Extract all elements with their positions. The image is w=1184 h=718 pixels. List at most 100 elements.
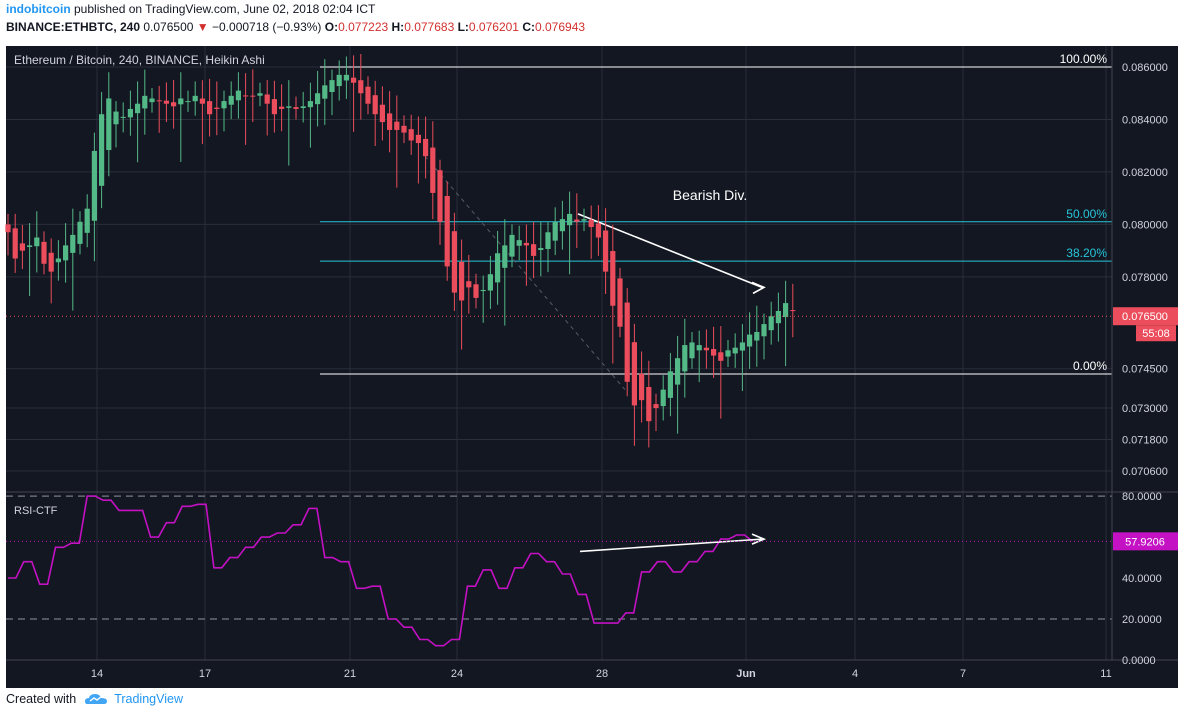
candle-body <box>675 358 681 385</box>
candle-body <box>739 342 745 351</box>
candle-body <box>214 107 220 109</box>
candle-body <box>394 121 400 130</box>
candle-body <box>343 74 349 81</box>
candle-body <box>387 113 393 130</box>
tradingview-link[interactable]: TradingView <box>114 692 183 706</box>
low-label: L: <box>457 20 469 34</box>
candle-body <box>156 100 162 102</box>
time-tick-label: 4 <box>852 668 858 680</box>
candle-body <box>322 85 328 99</box>
candle-body <box>761 324 767 337</box>
candle-body <box>27 245 33 248</box>
high-value: 0.077683 <box>404 20 455 34</box>
time-tick-label: 7 <box>960 668 966 680</box>
candle-body <box>293 107 299 109</box>
candle-body <box>523 242 529 246</box>
countdown-value: 55:08 <box>1142 328 1170 340</box>
candle-body <box>552 221 558 241</box>
candle-body <box>228 95 234 105</box>
candle-body <box>603 230 609 272</box>
high-label: H: <box>391 20 405 34</box>
divergence-arrowhead-price <box>751 281 766 295</box>
current-price-value: 0.076500 <box>1122 311 1168 323</box>
candle-body <box>466 281 472 288</box>
low-value: 0.076201 <box>468 20 519 34</box>
candle-body <box>142 95 148 109</box>
candle-body <box>127 108 133 118</box>
candle-body <box>178 98 184 105</box>
candle-body <box>415 134 421 144</box>
candle-body <box>336 74 342 87</box>
time-tick-label: 14 <box>91 668 103 680</box>
candle-body <box>732 347 738 354</box>
rsi-tick-label: 80.0000 <box>1122 491 1162 503</box>
time-tick-label: 17 <box>199 668 211 680</box>
candle-body <box>365 86 371 104</box>
candle-body <box>567 213 573 226</box>
candle-body <box>192 95 198 102</box>
candle-body <box>437 170 443 222</box>
candle-body <box>185 101 191 103</box>
candle-body <box>358 80 364 94</box>
candle-body <box>639 373 645 401</box>
candle-body <box>430 147 436 193</box>
close-value: 0.076943 <box>535 20 586 34</box>
candle-body <box>747 334 753 347</box>
price-tick-label: 0.071800 <box>1122 435 1168 447</box>
candle-body <box>689 342 695 359</box>
price-tick-label: 0.078000 <box>1122 272 1168 284</box>
time-tick-label: 11 <box>1100 668 1111 680</box>
candle-body <box>286 106 292 108</box>
candle-body <box>610 251 616 306</box>
candle-body <box>41 241 47 264</box>
price-tick-label: 0.082000 <box>1122 167 1168 179</box>
time-tick-label: 21 <box>344 668 356 680</box>
rsi-tick-label: 20.0000 <box>1122 614 1162 626</box>
candle-body <box>91 150 97 221</box>
candle-body <box>531 244 537 256</box>
candle-body <box>120 116 126 118</box>
price-tick-label: 0.074500 <box>1122 364 1168 376</box>
candle-body <box>77 221 83 244</box>
rsi-current-value: 57.9206 <box>1125 536 1165 548</box>
candle-body <box>235 90 241 101</box>
ohlc-line: BINANCE:ETHBTC, 240 0.076500 ▼ −0.000718… <box>6 20 585 34</box>
candle-body <box>408 129 414 141</box>
candle-body <box>271 99 277 115</box>
candle-body <box>646 386 652 422</box>
candle-body <box>149 98 155 103</box>
candle-body <box>207 101 213 115</box>
rsi-panel <box>6 495 1112 647</box>
candle-body <box>459 261 465 301</box>
candle-body <box>617 278 623 327</box>
candle-body <box>70 234 76 253</box>
candle-body <box>631 342 637 406</box>
change-value: −0.000718 (−0.93%) <box>212 20 322 34</box>
candle-body <box>703 347 709 351</box>
author-link[interactable]: indobitcoin <box>6 2 71 16</box>
chart-canvas[interactable]: 100.00% 50.00% 38.20% 0.00% 0.086000 0.08400… <box>0 38 1184 688</box>
candle-body <box>63 245 69 261</box>
candle-body <box>768 316 774 331</box>
candle-body <box>718 352 724 361</box>
down-arrow-icon: ▼ <box>196 20 209 34</box>
candle-body <box>660 389 666 407</box>
divergence-arrow-rsi <box>579 538 763 553</box>
candle-body <box>401 125 407 133</box>
candle-body <box>509 234 515 257</box>
candle-body <box>495 253 501 283</box>
candle-body <box>264 94 270 104</box>
fibonacci-retracement[interactable]: 100.00% 50.00% 38.20% 0.00% <box>320 52 1112 391</box>
divergence-arrowhead-rsi <box>751 533 767 545</box>
candle-body <box>581 219 587 221</box>
candle-body <box>48 252 54 272</box>
candle-body <box>5 224 11 233</box>
candle-body <box>351 77 357 83</box>
candle-body <box>624 302 630 382</box>
fib-level-label: 0.00% <box>1073 359 1107 373</box>
price-tick-label: 0.070600 <box>1122 466 1168 478</box>
candle-body <box>682 345 688 372</box>
candle-body <box>783 303 789 318</box>
rsi-line <box>8 495 753 647</box>
grid-lines <box>6 46 1112 660</box>
